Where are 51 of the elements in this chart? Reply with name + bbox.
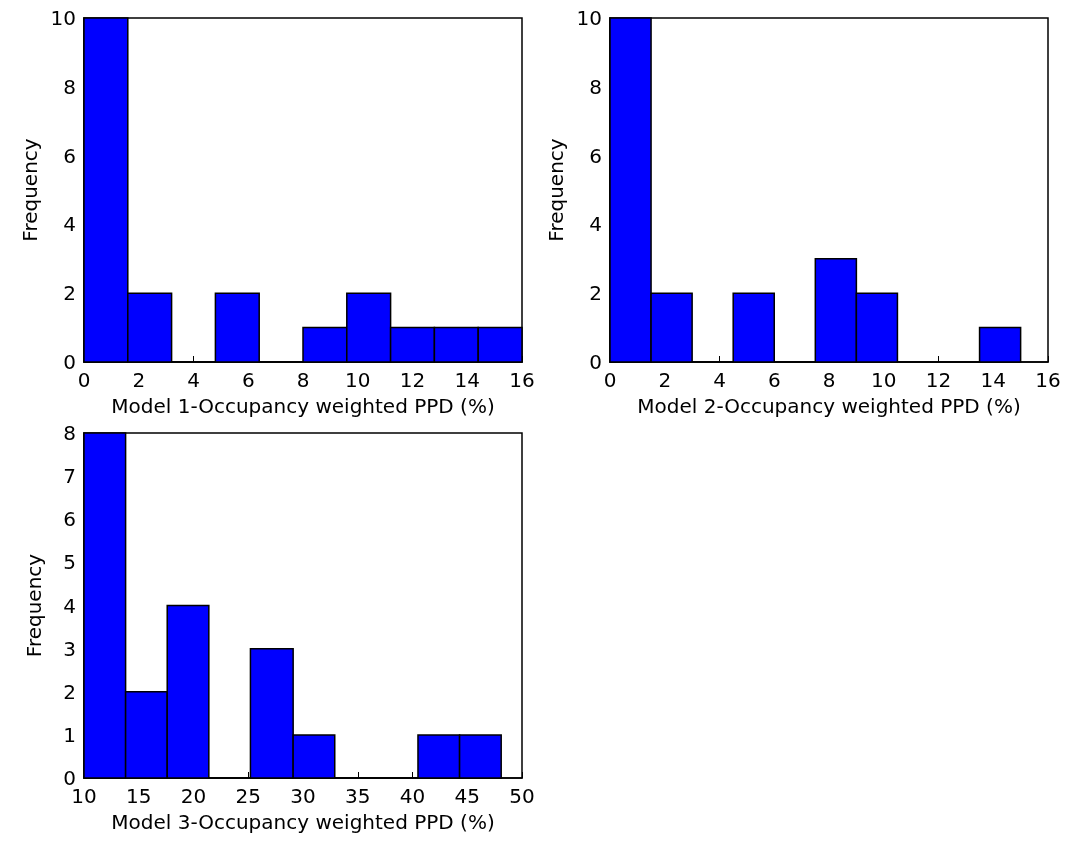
x-tick-label: 4 (713, 368, 726, 392)
x-axis-title: Model 2-Occupancy weighted PPD (%) (637, 394, 1021, 418)
x-tick-label: 12 (925, 368, 952, 392)
y-axis-title: Frequency (543, 138, 568, 242)
x-tick-label: 16 (509, 368, 535, 392)
x-tick-label: 10 (345, 368, 371, 392)
x-tick-label: 8 (296, 368, 310, 392)
x-tick-label: 6 (767, 368, 781, 392)
y-tick-label: 8 (589, 74, 602, 99)
y-tick-label: 4 (63, 593, 76, 618)
y-axis-title: Frequency (22, 553, 46, 658)
x-tick-label: 12 (399, 368, 426, 392)
x-tick-label: 25 (235, 784, 261, 808)
y-tick-label: 8 (63, 421, 76, 445)
x-tick-label: 8 (822, 368, 836, 392)
y-tick-label: 7 (63, 464, 76, 489)
x-tick-label: 14 (980, 368, 1006, 392)
x-tick-label: 35 (345, 784, 371, 808)
y-tick-label: 4 (589, 212, 602, 237)
x-axis-title: Model 3-Occupancy weighted PPD (%) (111, 810, 495, 834)
y-tick-label: 8 (63, 74, 76, 99)
x-tick-label: 15 (126, 784, 152, 808)
x-tick-label: 45 (454, 784, 480, 808)
y-tick-label: 10 (576, 6, 602, 30)
y-tick-label: 1 (63, 722, 76, 747)
x-tick-label: 2 (132, 368, 146, 392)
y-tick-label: 0 (63, 766, 76, 790)
x-tick-label: 20 (180, 784, 207, 808)
x-tick-label: 14 (454, 368, 480, 392)
y-tick-label: 0 (589, 350, 602, 374)
y-tick-label: 6 (589, 143, 602, 168)
x-tick-label: 16 (1035, 368, 1061, 392)
y-tick-label: 2 (63, 679, 76, 704)
y-tick-label: 4 (63, 212, 76, 237)
y-tick-label: 10 (50, 6, 76, 30)
y-tick-label: 6 (63, 507, 76, 532)
x-tick-label: 40 (399, 784, 426, 808)
x-axis-title: Model 1-Occupancy weighted PPD (%) (111, 394, 495, 418)
x-tick-label: 10 (871, 368, 897, 392)
x-tick-label: 30 (290, 784, 316, 808)
x-tick-label: 4 (187, 368, 200, 392)
y-tick-label: 6 (63, 143, 76, 168)
x-tick-label: 6 (241, 368, 255, 392)
y-tick-label: 5 (63, 550, 76, 575)
y-tick-label: 2 (63, 281, 76, 306)
y-axis-title: Frequency (17, 138, 42, 242)
y-tick-label: 2 (589, 281, 602, 306)
y-tick-label: 0 (63, 350, 76, 374)
x-tick-label: 50 (509, 784, 535, 808)
y-tick-label: 3 (63, 636, 76, 661)
x-tick-label: 2 (658, 368, 672, 392)
